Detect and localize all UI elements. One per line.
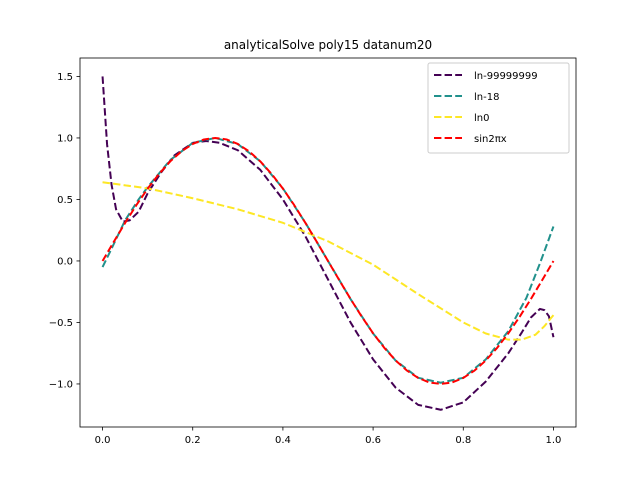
y-tick-label: −1.0 [49, 379, 73, 390]
x-tick-label: 1.0 [546, 435, 562, 446]
legend: ln-99999999 ln-18 ln0 sin2πx [427, 62, 570, 154]
x-tick-label: 0.4 [275, 435, 291, 446]
series-layer [101, 76, 555, 411]
x-tick-label: 0.0 [95, 435, 111, 446]
legend-frame [427, 62, 570, 154]
series-line-2 [102, 181, 555, 341]
legend-label-1: ln-18 [474, 92, 499, 103]
y-tick-label: 1.5 [57, 72, 73, 83]
legend-label-0: ln-99999999 [474, 71, 538, 82]
y-tick-label: 1.0 [57, 133, 73, 144]
x-tick-label: 0.8 [455, 435, 471, 446]
y-tick-label: 0.5 [57, 195, 73, 206]
y-tick-label: 0.0 [57, 256, 73, 267]
plot-frame [79, 57, 577, 428]
x-tick-label: 0.6 [365, 435, 381, 446]
series-line-0 [101, 76, 555, 411]
chart-title: analyticalSolve poly15 datanum20 [224, 38, 432, 52]
axes-layer: 0.0 0.2 0.4 0.6 0.8 1.0 −1.0 −0.5 0.0 0.5 1.0 1.5 [49, 57, 577, 446]
legend-label-3: sin2πx [474, 134, 507, 145]
y-tick-label: −0.5 [49, 318, 73, 329]
x-tick-label: 0.2 [185, 435, 201, 446]
legend-label-2: ln0 [474, 113, 489, 124]
series-line-3 [101, 136, 555, 385]
